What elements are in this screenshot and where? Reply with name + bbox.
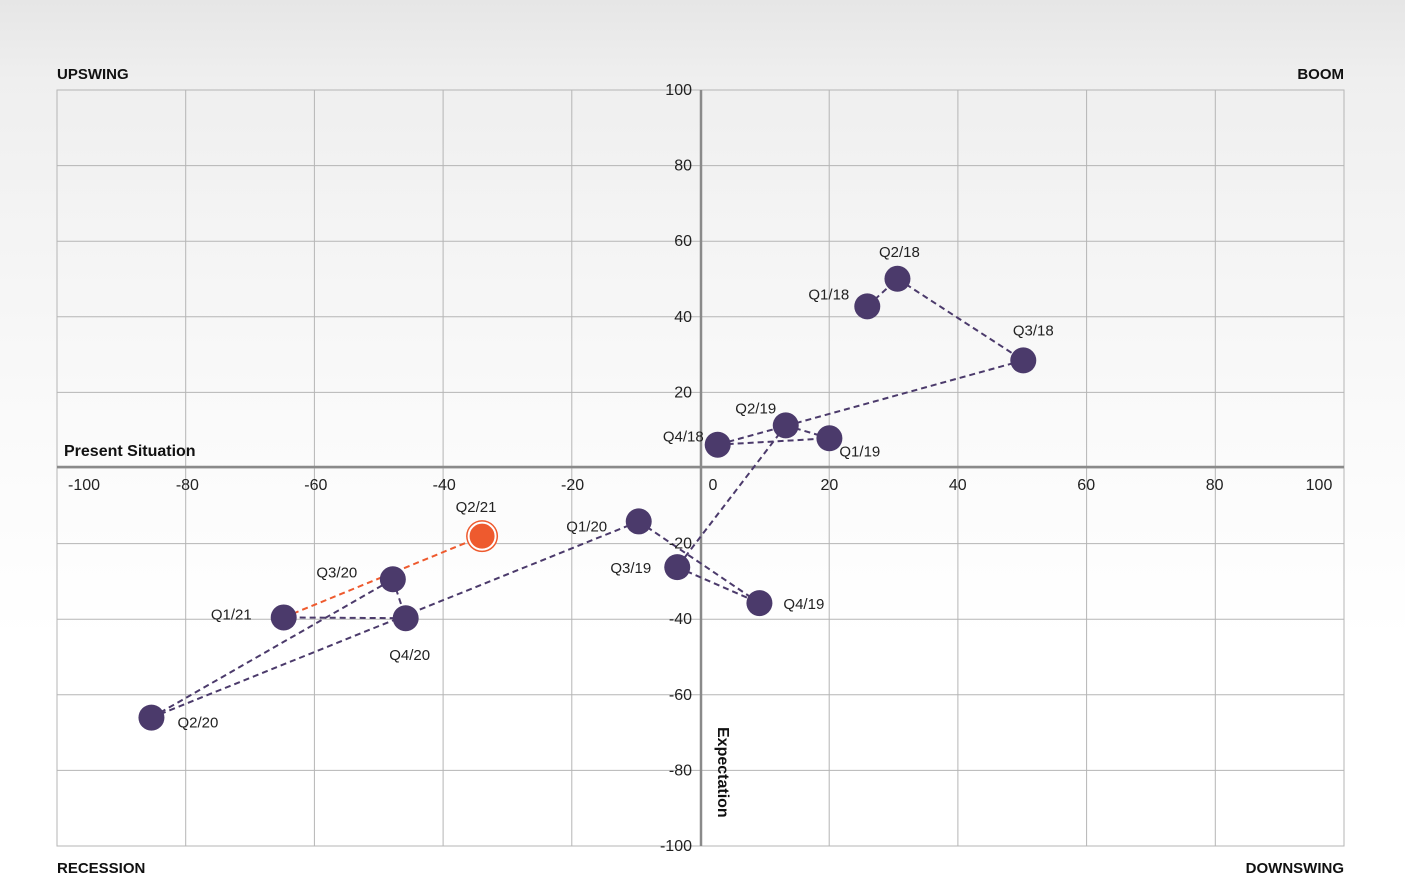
x-tick-label: 0 xyxy=(709,477,718,494)
corner-label-boom: BOOM xyxy=(1297,66,1344,83)
x-axis-title: Present Situation xyxy=(64,443,196,460)
data-points xyxy=(138,265,1037,731)
x-tick-label: 60 xyxy=(1077,477,1095,494)
point-label: Q4/20 xyxy=(389,647,430,664)
data-point-highlight-inner-ring xyxy=(467,521,497,551)
point-label: Q1/19 xyxy=(839,443,880,460)
y-tick-label: -100 xyxy=(660,838,692,855)
series-connector xyxy=(283,616,406,620)
point-label: Q2/20 xyxy=(177,715,218,732)
data-point xyxy=(270,604,297,631)
point-label: Q2/21 xyxy=(456,499,497,516)
y-tick-label: 40 xyxy=(674,309,692,326)
y-tick-label: 20 xyxy=(674,384,692,401)
series-connector xyxy=(638,520,760,604)
data-point xyxy=(392,605,419,632)
point-label: Q2/18 xyxy=(879,244,920,261)
data-point xyxy=(1010,347,1037,374)
x-tick-label: -20 xyxy=(561,477,584,494)
data-point xyxy=(746,590,773,617)
y-tick-label: -80 xyxy=(669,762,692,779)
corner-label-upswing: UPSWING xyxy=(57,66,129,83)
data-point xyxy=(664,554,691,581)
corner-label-downswing: DOWNSWING xyxy=(1246,860,1344,877)
point-label: Q2/19 xyxy=(735,400,776,417)
series-connector xyxy=(896,277,1024,362)
series-connector xyxy=(785,424,830,440)
x-tick-label: 100 xyxy=(1306,477,1333,494)
point-label: Q4/19 xyxy=(783,596,824,613)
data-point xyxy=(625,508,652,535)
series-connector xyxy=(150,578,394,719)
x-tick-label: -100 xyxy=(68,477,100,494)
x-tick-label: 40 xyxy=(949,477,967,494)
corner-label-recession: RECESSION xyxy=(57,860,145,877)
x-tick-label: 20 xyxy=(821,477,839,494)
point-label: Q4/18 xyxy=(663,429,704,446)
point-labels: Q1/18 Q2/18 Q3/18 Q4/18 Q1/19 Q2/19 Q3/19 Q4/19… xyxy=(177,244,1053,732)
series-connector xyxy=(283,535,483,619)
x-tick-label: -40 xyxy=(433,477,456,494)
data-point xyxy=(816,425,843,452)
point-label: Q1/18 xyxy=(808,286,849,303)
y-tick-label: 80 xyxy=(674,158,692,175)
series-connector xyxy=(676,424,787,568)
data-point xyxy=(854,293,881,320)
data-point-highlight-ring xyxy=(466,520,499,553)
data-point xyxy=(704,431,731,458)
x-tick-label: 80 xyxy=(1206,477,1224,494)
axes xyxy=(57,90,1344,846)
series-connector xyxy=(717,359,1024,446)
connector-lines xyxy=(150,277,1024,719)
y-tick-label: 100 xyxy=(665,82,692,99)
data-point xyxy=(772,412,799,439)
tick-labels: -100 -80 -60 -40 -20 0 20 40 60 80 100 100 80 60 40 20 -… xyxy=(68,82,1332,855)
y-axis-title: Expectation xyxy=(714,727,731,818)
y-tick-label: -40 xyxy=(669,611,692,628)
data-point xyxy=(884,265,911,292)
point-label: Q3/19 xyxy=(610,560,651,577)
data-point xyxy=(138,704,165,731)
point-label: Q3/18 xyxy=(1013,322,1054,339)
point-label: Q3/20 xyxy=(316,564,357,581)
y-tick-label: 60 xyxy=(674,233,692,250)
y-tick-label: -60 xyxy=(669,687,692,704)
data-point xyxy=(379,566,406,593)
y-tick-label: -20 xyxy=(669,536,692,553)
point-label: Q1/20 xyxy=(566,518,607,535)
x-tick-label: -80 xyxy=(176,477,199,494)
point-label: Q1/21 xyxy=(211,606,252,623)
series-connector xyxy=(676,566,760,604)
x-tick-label: -60 xyxy=(304,477,327,494)
